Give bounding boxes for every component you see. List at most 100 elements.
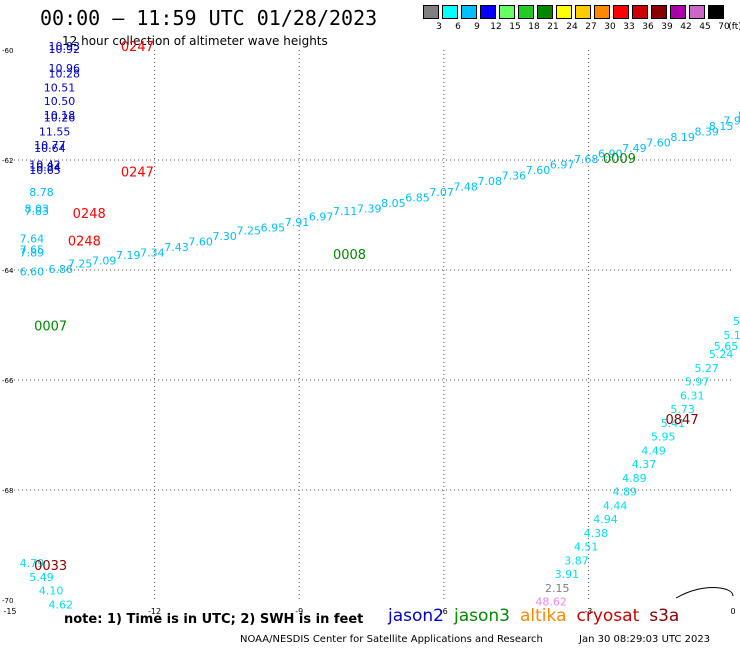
swh-reading: 7.68: [574, 153, 599, 166]
swh-reading: 4.94: [593, 513, 618, 526]
swh-reading: 10.65: [29, 164, 60, 177]
legend-jason3: jason3: [454, 606, 510, 626]
swh-reading: 5.97: [685, 376, 710, 389]
footer-credit: NOAA/NESDIS Center for Satellite Applica…: [240, 634, 543, 645]
swh-reading: 6.60: [20, 266, 45, 279]
colorbar-swatch: [556, 5, 572, 19]
swh-reading: 10.92: [49, 43, 80, 56]
swh-reading: 4.49: [641, 444, 666, 457]
colorbar-swatch: [594, 5, 610, 19]
page-subtitle: 12 hour collection of altimeter wave hei…: [62, 34, 328, 48]
swh-reading: 5.73: [670, 403, 695, 416]
swh-reading: 7.08: [478, 175, 503, 188]
swh-reading: 7.64: [20, 233, 45, 246]
swh-reading: 10.42: [29, 158, 60, 171]
swh-reading: 7.36: [502, 169, 527, 182]
lat-tick-label: -68: [2, 487, 13, 495]
swh-reading: 6.97: [550, 158, 575, 171]
colorbar-label: 24: [566, 22, 578, 32]
map-gridlines: [10, 50, 733, 600]
lat-tick-label: -64: [2, 267, 14, 275]
colorbar-label: 21: [547, 22, 559, 32]
colorbar-swatch: [613, 5, 629, 19]
lat-tick-label: -70: [2, 597, 13, 605]
swh-reading: 7.34: [140, 246, 165, 259]
map-axes: -15 -12 -9 -6 -3 0 -60 -62 -64 -66 -68 -70: [2, 47, 736, 616]
colorbar-label: 15: [509, 22, 521, 32]
colorbar-swatch: [708, 5, 724, 19]
swh-reading: 7.30: [212, 230, 237, 243]
swh-reading: 8.66: [738, 109, 740, 122]
swh-reading: 6.86: [49, 263, 73, 276]
colorbar-label: 18: [528, 22, 540, 32]
colorbar-swatch: [689, 5, 705, 19]
track-time-label: 0007: [34, 320, 67, 335]
lat-tick-label: -60: [2, 47, 13, 55]
colorbar-label: 9: [474, 22, 480, 32]
colorbar-swatch: [670, 5, 686, 19]
track-time-label: 0009: [603, 152, 636, 167]
swh-reading: 7.49: [622, 142, 647, 155]
colorbar-label: 33: [623, 22, 635, 32]
swh-reading: 3.87: [564, 554, 589, 567]
legend-altika: altika: [520, 606, 567, 626]
swh-reading: 8.05: [381, 197, 406, 210]
swh-reading: 48.62: [535, 596, 567, 609]
legend-s3a: s3a: [649, 606, 680, 626]
swh-reading: 7.11: [333, 205, 358, 218]
swh-reading: 11.55: [39, 125, 71, 138]
swh-reading: 8.78: [29, 186, 53, 199]
lon-tick-label: 0: [730, 607, 735, 616]
swh-reading: 10.96: [49, 62, 80, 75]
swh-reading: 10.77: [34, 139, 66, 152]
colorbar-swatch: [480, 5, 496, 19]
colorbar-swatch: [575, 5, 591, 19]
swh-reading: 7.60: [188, 235, 213, 248]
page-title: 00:00 – 11:59 UTC 01/28/2023: [40, 6, 378, 30]
swh-reading: 6.95: [261, 222, 286, 235]
colorbar-label: 3: [436, 22, 442, 32]
swh-reading: 6.31: [680, 389, 705, 402]
footer-note: note: 1) Time is in UTC; 2) SWH is in fe…: [64, 612, 364, 627]
swh-reading: 10.93: [49, 40, 80, 53]
swh-reading: 4.44: [603, 499, 628, 512]
colorbar-swatch: [499, 5, 515, 19]
track-time-label: 0248: [73, 207, 106, 222]
colorbar-label: 27: [585, 22, 597, 32]
swh-reading: 8.39: [694, 125, 719, 138]
colorbar-label: 36: [642, 22, 654, 32]
colorbar-label: 45: [699, 22, 711, 32]
swh-reading: 5.49: [29, 571, 53, 584]
lon-tick-label: -12: [148, 607, 161, 616]
colorbar-swatch: [461, 5, 477, 19]
track-time-label: 0008: [333, 248, 366, 263]
swh-reading: 7.89: [20, 246, 45, 259]
swh-reading: 5.94: [733, 315, 740, 328]
swh-reading: 10.84: [29, 161, 60, 174]
swh-reading: 8.03: [24, 202, 49, 215]
swh-reading: 7.25: [237, 224, 261, 237]
colorbar-label: 12: [490, 22, 502, 32]
track-labels: 0247 0247 0248 0248 0009 0008 0007 0847 0033: [34, 40, 699, 574]
track-time-label: 0247: [121, 40, 154, 55]
swh-reading: 7.91: [285, 216, 310, 229]
track-time-label: 0847: [666, 413, 699, 428]
swh-reading: 7.48: [453, 180, 478, 193]
swh-reading: 10.28: [49, 68, 80, 81]
swh-reading: 7.25: [68, 257, 93, 270]
colorbar-label: 39: [661, 22, 673, 32]
colorbar-label: 70: [718, 22, 730, 32]
swh-reading: 7.09: [92, 255, 117, 268]
swh-reading: 10.51: [44, 81, 76, 94]
swh-reading: 5.24: [709, 348, 734, 361]
swh-reading: 7.60: [526, 164, 551, 177]
legend-jason2: jason2: [388, 606, 444, 626]
lon-tick-label: -6: [440, 607, 448, 616]
swh-reading: 7.60: [646, 136, 671, 149]
colorbar-unit: (ft): [728, 22, 740, 32]
swh-reading: 5.19: [723, 329, 740, 342]
swh-reading: 10.26: [44, 112, 76, 125]
